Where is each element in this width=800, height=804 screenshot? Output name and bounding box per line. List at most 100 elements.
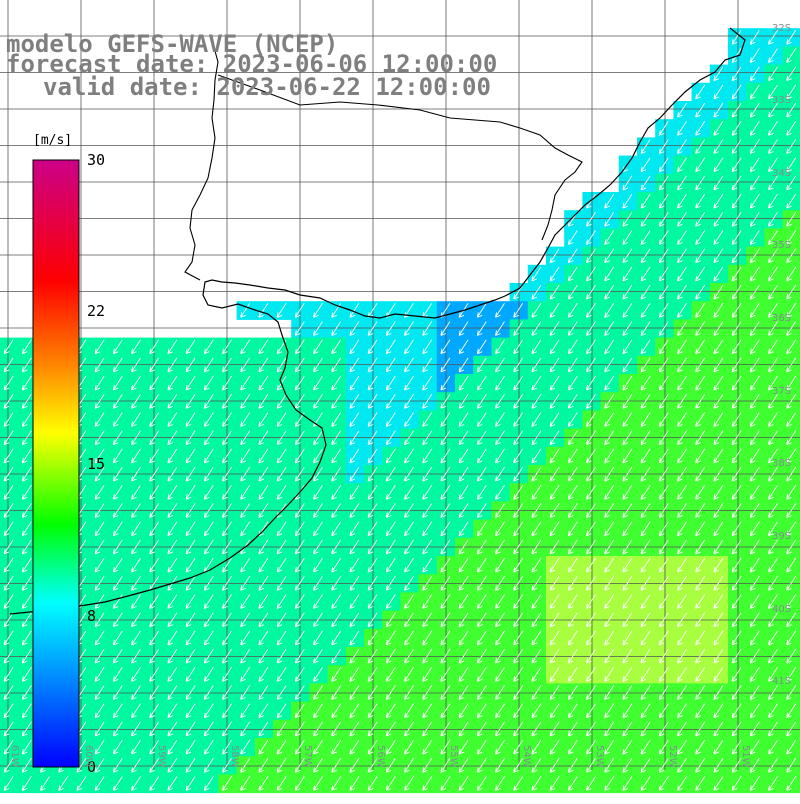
wind-arrow [695,521,706,537]
wind-arrow [513,667,524,682]
wind-arrow [3,557,14,573]
wind-arrow [640,139,651,154]
wind-arrow [768,157,778,173]
wind-cell [273,592,292,612]
wind-arrow [112,521,123,537]
wind-cell [163,592,183,612]
wind-cell [91,392,110,411]
wind-arrow [749,412,760,427]
wind-arrow [677,303,687,318]
wind-cell [309,701,329,721]
wind-arrow [731,521,742,537]
wind-cell [655,264,674,284]
wind-arrow [604,339,615,355]
wind-arrow [149,521,160,537]
wind-cell [546,519,565,539]
wind-arrow [185,503,196,518]
wind-arrow [768,721,778,737]
wind-arrow [549,503,560,518]
wind-arrow [695,630,706,646]
wind-arrow [731,394,742,409]
wind-cell [182,446,201,466]
wind-arrow [549,375,560,391]
wind-arrow [768,375,778,391]
wind-arrow [385,776,396,791]
wind-arrow [513,412,524,427]
wind-arrow [222,557,232,573]
wind-cell [127,628,147,648]
wind-arrow [3,394,14,409]
wind-cell [345,592,365,612]
wind-arrow [658,357,669,373]
wind-cell [218,337,238,357]
wind-cell [709,82,729,102]
wind-arrow [294,576,305,591]
wind-arrow [749,612,760,628]
wind-arrow [167,612,178,628]
wind-arrow [658,648,669,664]
wind-arrow [76,776,87,791]
wind-arrow [185,721,196,737]
wind-arrow [167,521,178,537]
wind-arrow [640,557,651,573]
wind-cell [200,446,219,466]
wind-arrow [331,703,342,719]
wind-cell [418,556,438,575]
wind-cell [546,319,565,339]
wind-arrow [531,375,542,391]
wind-arrow [731,266,742,282]
wind-cell [600,428,620,448]
wind-cell [254,374,274,393]
wind-arrow [185,685,196,700]
wind-arrow [786,394,797,409]
wind-arrow [640,612,651,628]
wind-cell [527,628,547,648]
wind-cell [491,774,511,794]
wind-cell [691,756,711,775]
wind-cell [546,774,565,794]
wind-cell [400,319,420,339]
wind-arrow [658,521,669,537]
wind-arrow [3,430,14,446]
wind-arrow [349,357,360,373]
wind-arrow [640,193,651,209]
wind-cell [637,228,656,248]
wind-arrow [695,539,706,555]
wind-cell [0,483,19,502]
wind-cell [382,701,401,721]
wind-cell [218,701,238,721]
wind-cell [400,301,420,320]
wind-cell [600,246,620,266]
wind-cell [564,374,583,393]
wind-arrow [185,394,196,409]
wind-cell [109,337,128,357]
wind-cell [709,173,729,193]
wind-arrow [786,357,797,373]
wind-arrow [149,448,160,464]
wind-arrow [258,612,269,628]
wind-arrow [768,339,778,355]
wind-arrow [567,485,578,500]
wind-cell [564,756,583,775]
wind-arrow [185,430,196,446]
wind-cell [91,410,110,430]
wind-arrow [131,448,141,464]
wind-arrow [313,303,323,318]
wind-arrow [622,576,633,591]
wind-cell [72,774,92,794]
wind-cell [546,483,565,502]
wind-cell [546,392,565,411]
wind-arrow [21,721,32,737]
wind-arrow [112,357,123,373]
wind-arrow [94,685,105,700]
wind-arrow [76,758,87,773]
wind-arrow [313,576,323,591]
wind-arrow [658,430,669,446]
wind-cell [655,137,674,157]
wind-arrow [240,648,251,664]
wind-cell [637,173,656,193]
wind-arrow [294,648,305,664]
wind-arrow [749,448,760,464]
wind-arrow [331,594,342,609]
wind-cell [564,264,583,284]
